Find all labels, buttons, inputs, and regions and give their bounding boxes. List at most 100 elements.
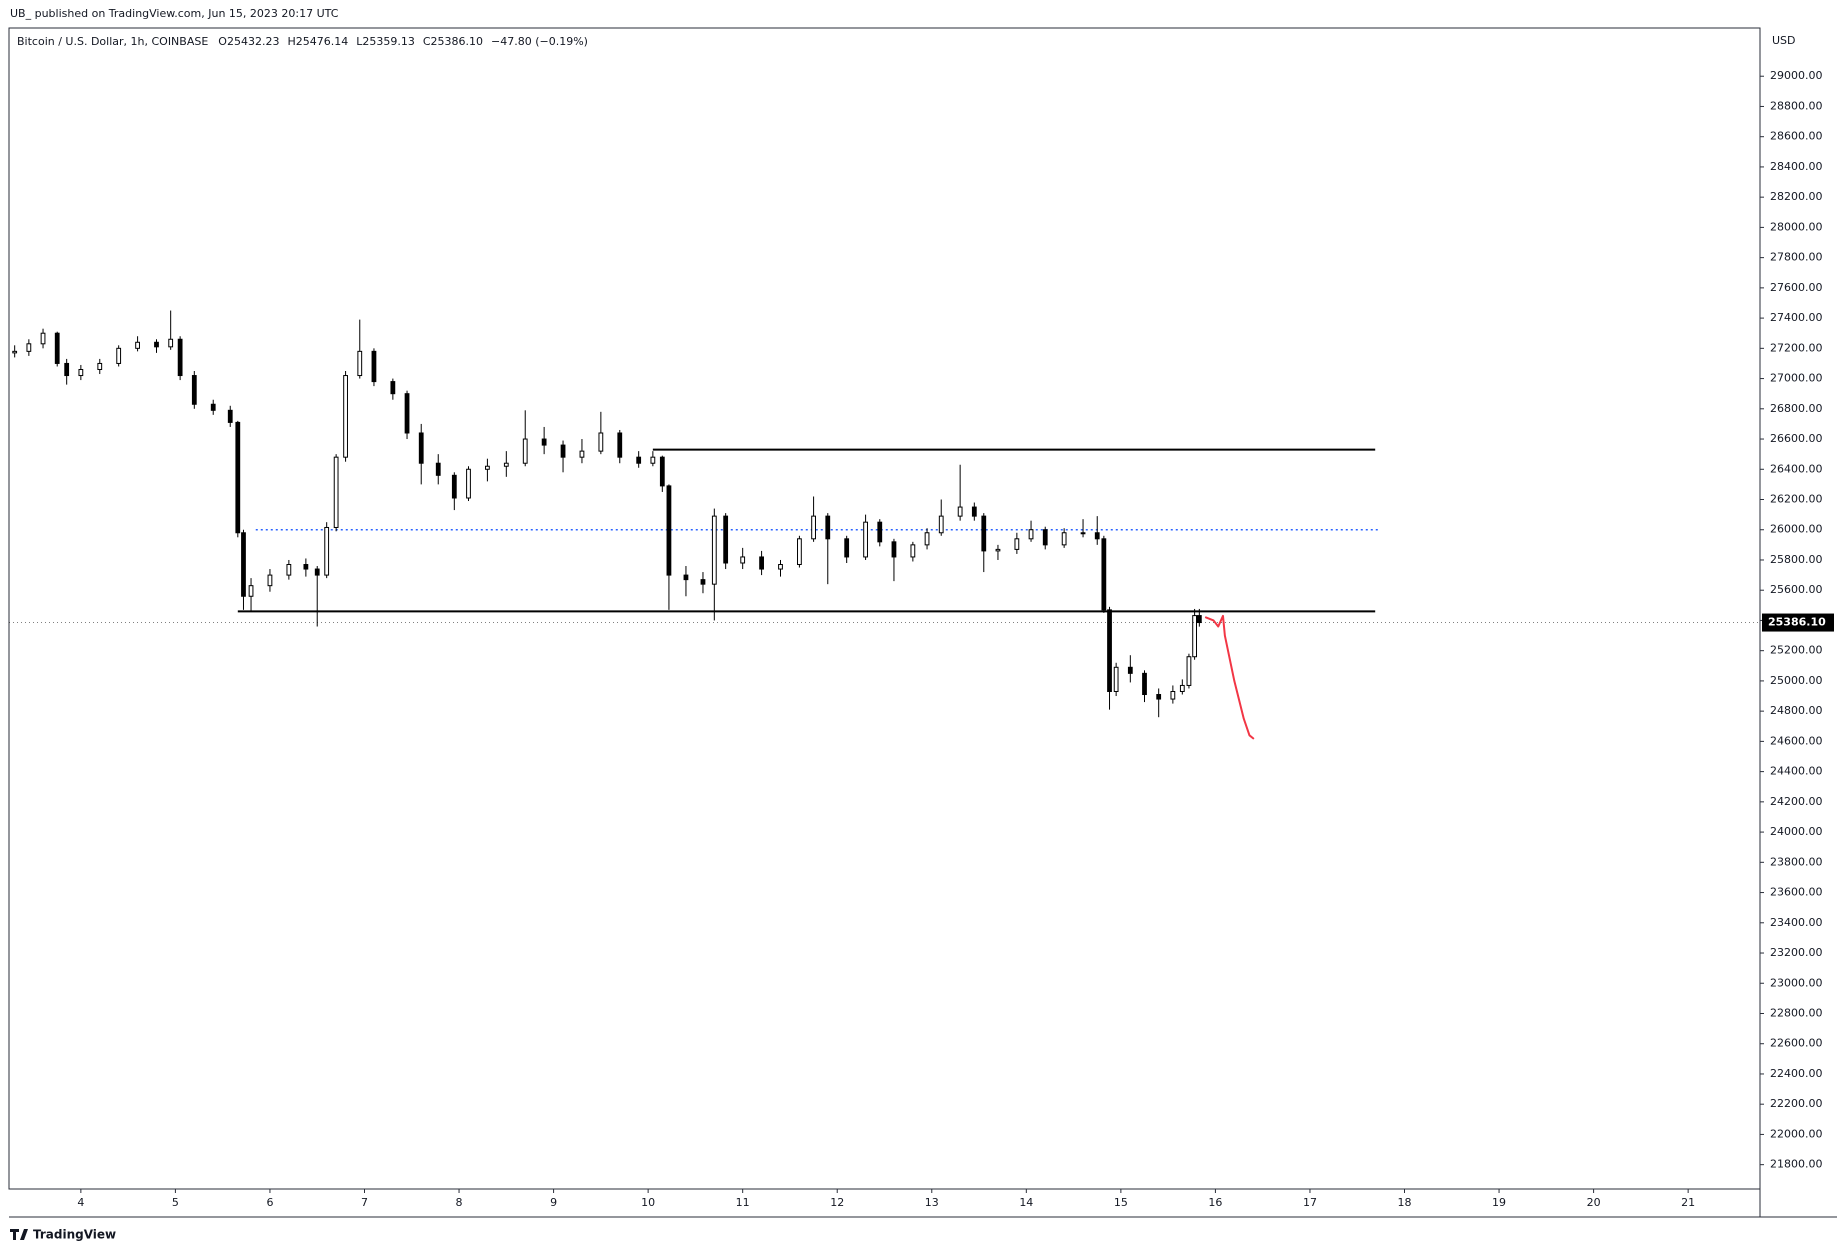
candle-body	[116, 347, 122, 364]
x-tick-label: 15	[1114, 1196, 1128, 1209]
candle-body	[390, 381, 396, 395]
y-tick-label: 24800.00	[1770, 704, 1823, 717]
candle-body	[598, 432, 604, 452]
candle-body	[1192, 615, 1198, 658]
candle-body	[877, 521, 883, 543]
candle-body	[1127, 666, 1133, 674]
y-tick-label: 23600.00	[1770, 886, 1823, 899]
candle-body	[1179, 684, 1185, 692]
y-tick-label: 26600.00	[1770, 432, 1823, 445]
y-tick-label: 28800.00	[1770, 99, 1823, 112]
candle-body	[235, 421, 241, 534]
candle-body	[740, 556, 746, 564]
candle-body	[1142, 672, 1147, 696]
candle-body	[78, 368, 84, 377]
candle-body	[503, 462, 509, 467]
legend-item: O25432.23	[218, 35, 279, 48]
candle-body	[995, 548, 1001, 552]
candle-body	[759, 556, 764, 570]
candle-body	[1170, 690, 1176, 700]
y-tick-label: 24600.00	[1770, 734, 1823, 747]
x-tick-label: 8	[456, 1196, 463, 1209]
y-tick-label: 24400.00	[1770, 765, 1823, 778]
candle-body	[154, 341, 159, 348]
candle-body	[1094, 532, 1100, 540]
candle-body	[1196, 615, 1202, 624]
candle-body	[227, 409, 233, 423]
y-tick-label: 27400.00	[1770, 311, 1823, 324]
x-tick-label: 18	[1398, 1196, 1412, 1209]
y-tick-label: 27000.00	[1770, 372, 1823, 385]
x-tick-label: 16	[1208, 1196, 1222, 1209]
candle-body	[286, 564, 292, 576]
x-tick-label: 21	[1681, 1196, 1695, 1209]
currency-label: USD	[1772, 34, 1796, 47]
candle-body	[711, 515, 717, 585]
y-tick-label: 27600.00	[1770, 281, 1823, 294]
candle-body	[210, 403, 216, 411]
candle-body	[825, 515, 831, 540]
candle-body	[485, 465, 490, 470]
candle-body	[659, 456, 665, 487]
candle-body	[324, 526, 330, 576]
y-tick-label: 24200.00	[1770, 795, 1823, 808]
candle-body	[891, 541, 897, 558]
candle-body	[1101, 538, 1107, 611]
y-tick-label: 25200.00	[1770, 644, 1823, 657]
candle-body	[333, 456, 339, 528]
candle-body	[938, 515, 944, 534]
candle-body	[666, 485, 672, 576]
candle-body	[314, 568, 320, 576]
candle-body	[1080, 532, 1086, 535]
candle-body	[177, 338, 183, 377]
candle-body	[957, 506, 963, 517]
candle-body	[1156, 694, 1162, 700]
y-tick-label: 24000.00	[1770, 825, 1823, 838]
candle-body	[97, 362, 103, 370]
x-tick-label: 14	[1019, 1196, 1033, 1209]
footer-bar	[0, 1218, 1837, 1254]
x-tick-label: 10	[641, 1196, 655, 1209]
y-tick-label: 28400.00	[1770, 160, 1823, 173]
y-tick-label: 22800.00	[1770, 1006, 1823, 1019]
candle-body	[971, 506, 977, 517]
y-tick-label: 26200.00	[1770, 493, 1823, 506]
x-tick-label: 9	[550, 1196, 557, 1209]
y-tick-label: 26000.00	[1770, 523, 1823, 536]
candle-body	[844, 538, 850, 558]
candle-body	[924, 532, 930, 546]
footer-brand: TradingView	[33, 1228, 116, 1242]
candle-body	[451, 474, 457, 499]
last-price-box	[1762, 613, 1834, 632]
legend-item: H25476.14	[287, 35, 348, 48]
candle-body	[636, 456, 642, 464]
legend-item: C25386.10	[423, 35, 483, 48]
candle-body	[303, 564, 309, 570]
y-tick-label: 27200.00	[1770, 341, 1823, 354]
y-tick-label: 28200.00	[1770, 190, 1823, 203]
candle-body	[248, 585, 254, 597]
last-price-label: 25386.10	[1768, 616, 1826, 629]
x-tick-label: 17	[1303, 1196, 1317, 1209]
candle-body	[541, 438, 547, 446]
candle-body	[700, 579, 706, 585]
candle-body	[343, 375, 348, 458]
y-tick-label: 25600.00	[1770, 583, 1823, 596]
x-tick-label: 6	[266, 1196, 273, 1209]
candle-body	[26, 343, 32, 352]
y-tick-label: 23200.00	[1770, 946, 1823, 959]
candle-body	[466, 468, 471, 499]
candle-body	[683, 574, 689, 581]
candle-body	[168, 338, 174, 348]
symbol-title: Bitcoin / U.S. Dollar, 1h, COINBASE	[17, 35, 208, 48]
y-tick-label: 26800.00	[1770, 402, 1823, 415]
candle-body	[1107, 609, 1112, 692]
plot-frame	[8, 27, 1761, 1190]
candle-body	[617, 432, 623, 458]
candle-body	[12, 350, 18, 354]
candle-body	[797, 538, 802, 566]
candle-body	[778, 564, 783, 570]
candle-body	[522, 438, 528, 464]
x-tick-label: 5	[172, 1196, 179, 1209]
